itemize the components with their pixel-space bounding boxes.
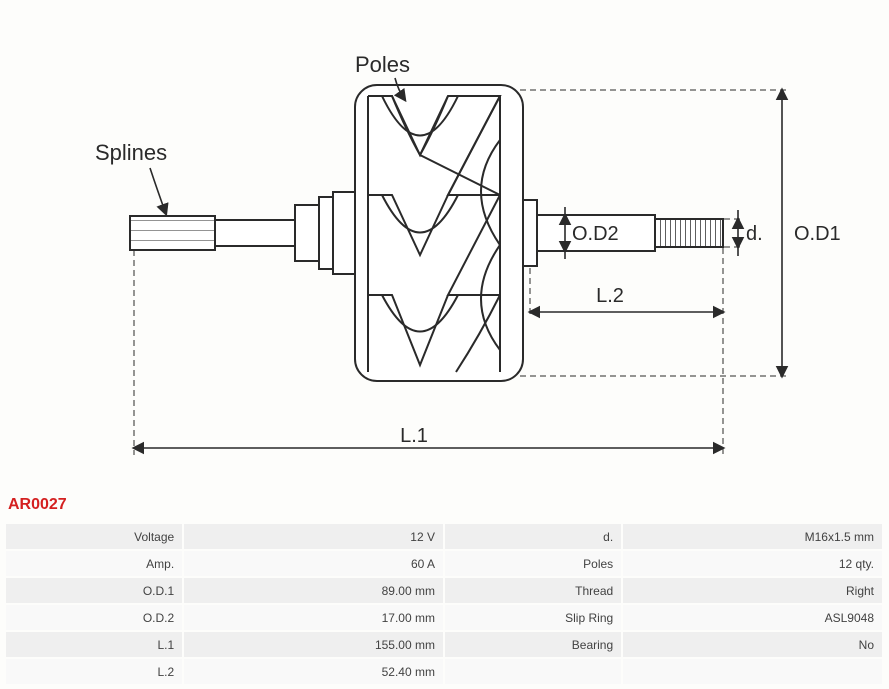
spec-label: L.2	[6, 659, 182, 684]
spec-row: Voltage12 Vd.M16x1.5 mm	[6, 524, 882, 549]
dim-l2: L.2	[596, 285, 624, 307]
spec-value: Right	[623, 578, 882, 603]
spec-value: 155.00 mm	[184, 632, 443, 657]
dim-od2: O.D2	[572, 223, 619, 245]
spec-label: O.D.1	[6, 578, 182, 603]
label-poles: Poles	[355, 52, 410, 77]
dim-l1: L.1	[400, 425, 428, 447]
dim-d: d.	[746, 223, 763, 245]
spec-label: Bearing	[445, 632, 621, 657]
spec-label: L.1	[6, 632, 182, 657]
spec-label	[445, 659, 621, 684]
spec-row: O.D.217.00 mmSlip RingASL9048	[6, 605, 882, 630]
spec-value: 52.40 mm	[184, 659, 443, 684]
spec-table: Voltage12 Vd.M16x1.5 mmAmp.60 APoles12 q…	[4, 522, 884, 686]
spec-label: Slip Ring	[445, 605, 621, 630]
spec-row: L.1155.00 mmBearingNo	[6, 632, 882, 657]
spec-value: No	[623, 632, 882, 657]
technical-diagram: Poles Splines L.1 L.2 O.D1 O.D2 d.	[0, 0, 889, 490]
spec-row: Amp.60 APoles12 qty.	[6, 551, 882, 576]
spec-row: O.D.189.00 mmThreadRight	[6, 578, 882, 603]
spec-label: Poles	[445, 551, 621, 576]
spec-label: Thread	[445, 578, 621, 603]
spec-label: O.D.2	[6, 605, 182, 630]
spec-value: ASL9048	[623, 605, 882, 630]
spec-label: d.	[445, 524, 621, 549]
spec-row: L.252.40 mm	[6, 659, 882, 684]
label-splines: Splines	[95, 140, 167, 165]
spec-value: M16x1.5 mm	[623, 524, 882, 549]
spec-value	[623, 659, 882, 684]
spec-label: Amp.	[6, 551, 182, 576]
part-number: AR0027	[0, 490, 889, 522]
dim-od1: O.D1	[794, 223, 841, 245]
spec-value: 17.00 mm	[184, 605, 443, 630]
spec-value: 89.00 mm	[184, 578, 443, 603]
spec-label: Voltage	[6, 524, 182, 549]
spec-value: 12 qty.	[623, 551, 882, 576]
spec-value: 60 A	[184, 551, 443, 576]
spec-value: 12 V	[184, 524, 443, 549]
